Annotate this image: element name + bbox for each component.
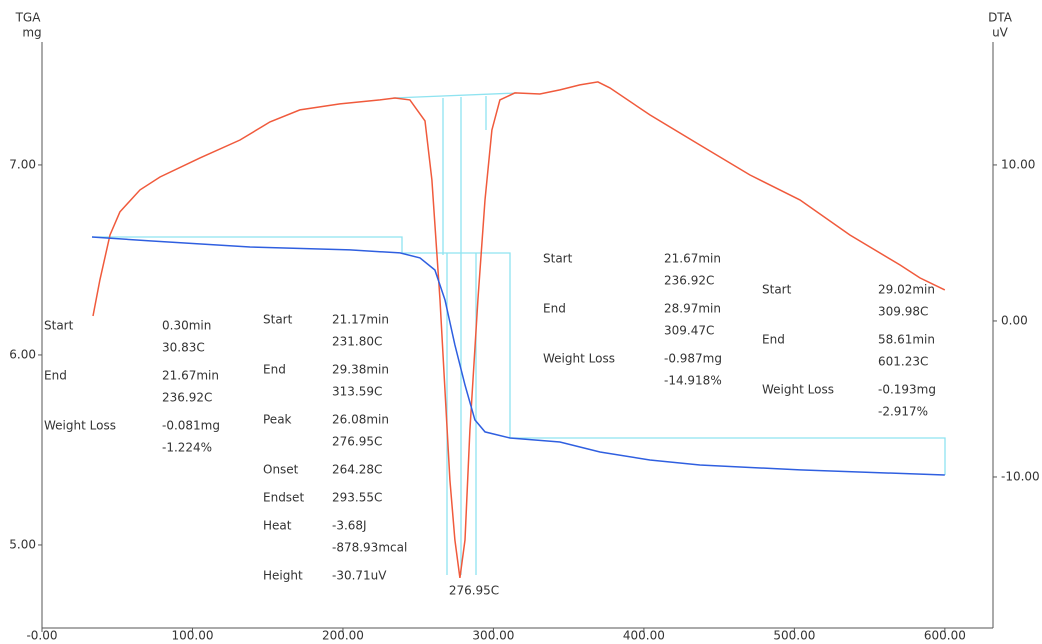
annotation-value: 264.28C (332, 463, 382, 477)
annotation-value: 231.80C (332, 335, 382, 349)
y-tick-label: 6.00 (9, 347, 36, 361)
x-tick-label: 500.00 (773, 629, 815, 643)
annotation-label: Start (543, 252, 573, 266)
annotation-value: -0.987mg (664, 352, 722, 366)
annotation-label: End (44, 369, 67, 383)
annotation-value: -14.918% (664, 374, 722, 388)
y-axis-label: TGA (15, 11, 42, 25)
annotation-label: Height (263, 569, 303, 583)
y2-axis-label: DTA (988, 11, 1013, 25)
curve (92, 81, 946, 579)
annotation-label: Weight Loss (44, 419, 116, 433)
y-axis-unit: mg (22, 26, 41, 40)
annotation-label: Onset (263, 463, 299, 477)
annotation-value: 236.92C (162, 391, 212, 405)
y2-tick-label: 10.00 (1001, 157, 1035, 171)
annotation-value: -30.71uV (332, 569, 387, 583)
annotation-value: 309.98C (878, 305, 928, 319)
y-tick-label: 5.00 (9, 537, 36, 551)
x-tick-label: -0.00 (26, 629, 57, 643)
annotation-value: -3.68J (332, 519, 367, 533)
annotation-value: 21.67min (664, 252, 721, 266)
x-tick-label: 600.00 (924, 629, 966, 643)
annotation-value: 276.95C (332, 435, 382, 449)
annotation-value: 236.92C (664, 274, 714, 288)
annotation-value: 26.08min (332, 413, 389, 427)
x-tick-label: 200.00 (322, 629, 364, 643)
annotation-label: End (263, 363, 286, 377)
y2-tick-label: -10.00 (1001, 469, 1040, 483)
annotation-value: 21.17min (332, 313, 389, 327)
y-tick-label: 7.00 (9, 157, 36, 171)
annotation-label: Start (263, 313, 293, 327)
annotation-value: -0.081mg (162, 419, 220, 433)
annotation-label: End (543, 302, 566, 316)
peak-label: 276.95C (449, 584, 499, 598)
annotation-label: Heat (263, 519, 292, 533)
annotation-value: 601.23C (878, 355, 928, 369)
annotation-label: Start (44, 319, 74, 333)
y2-axis-unit: uV (992, 26, 1009, 40)
annotation-value: 29.02min (878, 283, 935, 297)
tga-step-line (92, 236, 946, 475)
annotation-value: 29.38min (332, 363, 389, 377)
annotation-label: Endset (263, 491, 304, 505)
annotation-value: 0.30min (162, 319, 211, 333)
annotation-value: 21.67min (162, 369, 219, 383)
y2-tick-label: 0.00 (1001, 313, 1028, 327)
x-tick-label: 100.00 (171, 629, 213, 643)
annotation-value: 293.55C (332, 491, 382, 505)
annotation-label: End (762, 333, 785, 347)
annotation-value: 30.83C (162, 341, 205, 355)
annotation-label: Weight Loss (762, 383, 834, 397)
annotation-label: Weight Loss (543, 352, 615, 366)
annotation-value: -1.224% (162, 441, 212, 455)
annotation-value: 28.97min (664, 302, 721, 316)
annotation-value: 309.47C (664, 324, 714, 338)
annotation-value: -0.193mg (878, 383, 936, 397)
x-tick-label: 300.00 (472, 629, 514, 643)
dta-baseline (392, 92, 518, 99)
annotation-label: Start (762, 283, 792, 297)
annotation-value: -2.917% (878, 405, 928, 419)
curve (91, 236, 945, 476)
annotation-value: 58.61min (878, 333, 935, 347)
annotation-value: -878.93mcal (332, 541, 407, 555)
annotation-label: Peak (263, 413, 292, 427)
x-tick-label: 400.00 (623, 629, 665, 643)
annotation-value: 313.59C (332, 385, 382, 399)
